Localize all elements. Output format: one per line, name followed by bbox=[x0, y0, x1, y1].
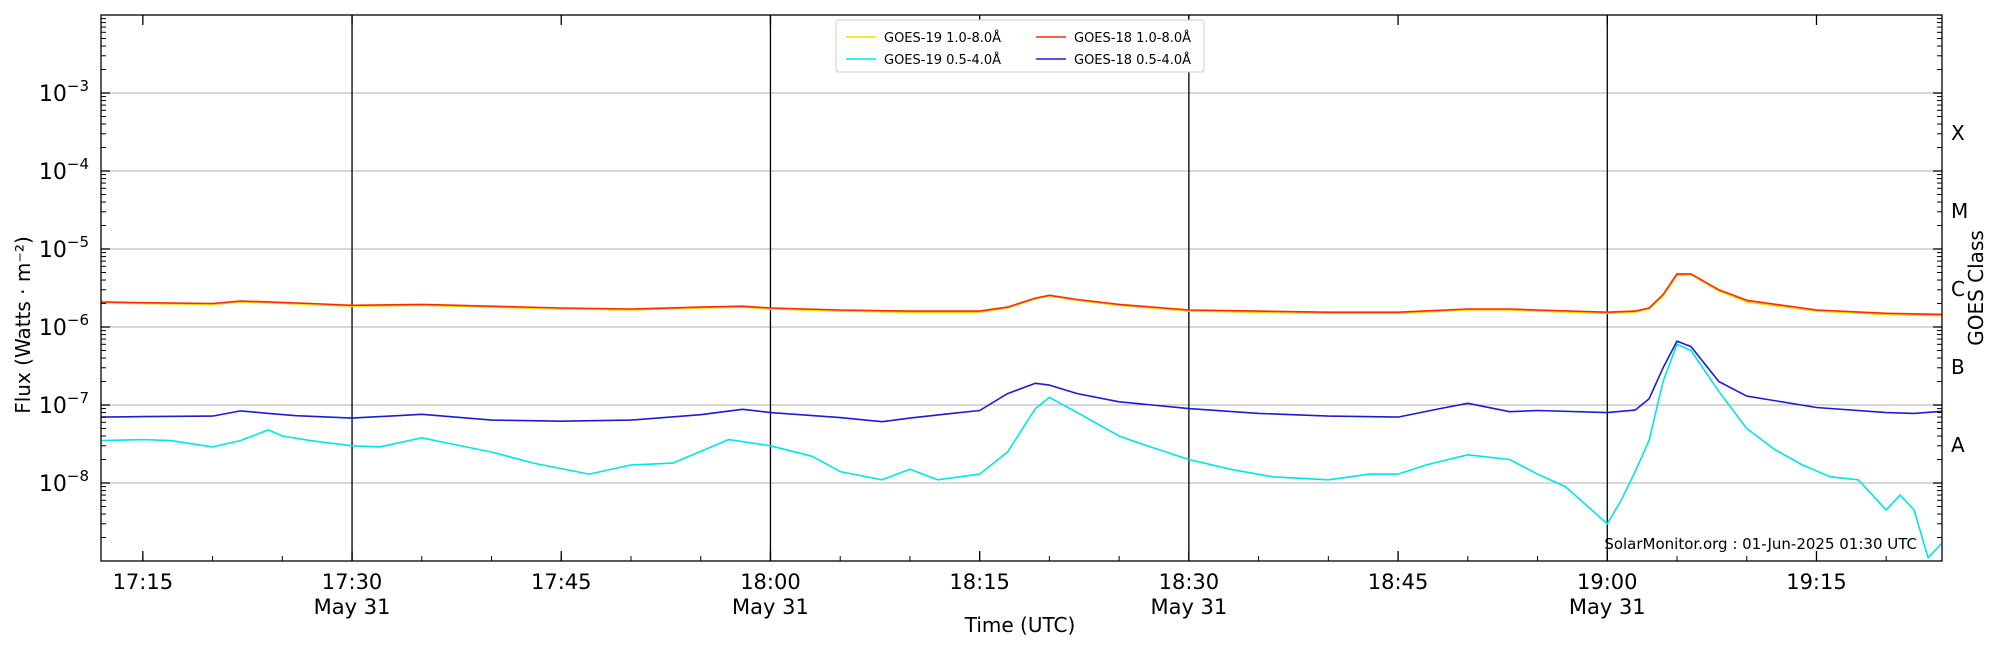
x-tick-label: 17:15 bbox=[113, 570, 174, 594]
goes-class-label: B bbox=[1951, 355, 1965, 379]
legend-box bbox=[835, 19, 1205, 73]
day-boundary-lines bbox=[351, 15, 1608, 561]
legend-label: GOES-19 1.0-8.0Å bbox=[884, 30, 1001, 46]
goes-class-label: M bbox=[1951, 199, 1968, 223]
goes-class-axis-title: GOES Class bbox=[1964, 230, 1988, 346]
series-line-2 bbox=[101, 343, 1942, 559]
series-line-3 bbox=[101, 340, 1942, 423]
legend-label: GOES-19 0.5-4.0Å bbox=[884, 52, 1001, 68]
x-tick-label: 18:00 bbox=[740, 570, 801, 594]
goes-class-labels: X M C B A bbox=[1951, 121, 1968, 457]
watermark-text: SolarMonitor.org : 01-Jun-2025 01:30 UTC bbox=[1604, 535, 1917, 553]
x-tick-date-label: May 31 bbox=[1569, 595, 1646, 619]
goes-class-label: A bbox=[1951, 433, 1965, 457]
y-tick-labels: 10−3 10−4 10−5 10−6 10−7 10−8 bbox=[39, 77, 89, 497]
y-tick-label: 10−4 bbox=[39, 155, 89, 185]
grid-layer bbox=[101, 92, 1942, 484]
y-tick-label: 10−3 bbox=[39, 77, 89, 107]
x-tick-label: 19:15 bbox=[1786, 570, 1847, 594]
y-tick-label: 10−7 bbox=[39, 389, 89, 419]
x-tick-date-label: May 31 bbox=[1150, 595, 1227, 619]
goes-class-label: X bbox=[1951, 121, 1965, 145]
goes-class-label: C bbox=[1951, 277, 1965, 301]
legend-label: GOES-18 0.5-4.0Å bbox=[1074, 52, 1191, 68]
axis-ticks bbox=[101, 15, 1942, 561]
series-line-0 bbox=[101, 273, 1942, 317]
y-tick-label: 10−8 bbox=[39, 467, 89, 497]
y-axis-title: Flux (Watts · m⁻²) bbox=[11, 236, 35, 414]
y-tick-label: 10−6 bbox=[39, 311, 89, 341]
series-line-1 bbox=[101, 273, 1942, 316]
x-tick-label: 17:30 bbox=[322, 570, 383, 594]
x-tick-label: 17:45 bbox=[531, 570, 592, 594]
x-tick-label: 18:30 bbox=[1159, 570, 1220, 594]
x-tick-date-label: May 31 bbox=[314, 595, 391, 619]
x-tick-label: 19:00 bbox=[1577, 570, 1638, 594]
y-tick-label: 10−5 bbox=[39, 233, 89, 263]
legend: GOES-19 1.0-8.0Å GOES-19 0.5-4.0Å GOES-18 … bbox=[835, 19, 1205, 73]
series-layer bbox=[101, 273, 1942, 559]
x-tick-label: 18:15 bbox=[949, 570, 1010, 594]
legend-label: GOES-18 1.0-8.0Å bbox=[1074, 30, 1191, 46]
x-axis-title: Time (UTC) bbox=[964, 613, 1076, 637]
plot-frame bbox=[100, 14, 1943, 562]
x-tick-label: 18:45 bbox=[1368, 570, 1429, 594]
x-tick-date-label: May 31 bbox=[732, 595, 809, 619]
